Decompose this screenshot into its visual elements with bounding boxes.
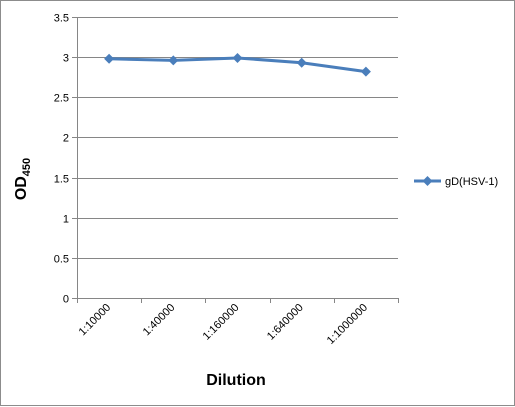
x-tick-label: 1:640000 <box>265 302 306 343</box>
x-tick-labels: 1:10000 1:40000 1:160000 1:640000 1:1000000 <box>77 302 370 347</box>
data-point-marker <box>168 55 179 66</box>
y-tick-label: 3.5 <box>54 13 69 25</box>
y-tick-labels: 0 0.5 1 1.5 2 2.5 3 3.5 <box>54 13 69 306</box>
y-tick-label: 1 <box>63 214 69 226</box>
y-tick-label: 2 <box>63 133 69 145</box>
y-tick-label: 3 <box>63 53 69 65</box>
legend-label: gD(HSV-1) <box>445 176 498 188</box>
x-tick-label: 1:160000 <box>201 302 242 343</box>
y-tick-label: 0 <box>63 294 69 306</box>
x-tick-label: 1:1000000 <box>325 302 370 347</box>
axes <box>72 17 399 303</box>
legend: gD(HSV-1) <box>414 176 498 188</box>
y-axis-title-subscript: 450 <box>21 158 33 176</box>
x-tick-label: 1:40000 <box>141 302 178 339</box>
y-axis-title: OD450 <box>13 158 33 200</box>
legend-marker <box>422 176 433 186</box>
x-tick-label: 1:10000 <box>77 302 114 339</box>
data-point-marker <box>360 66 371 77</box>
series-layer <box>104 52 371 77</box>
x-axis-title: Dilution <box>206 372 266 389</box>
y-tick-label: 0.5 <box>54 254 69 266</box>
data-point-marker <box>232 52 243 63</box>
y-tick-label: 1.5 <box>54 174 69 186</box>
data-point-marker <box>296 57 307 68</box>
y-axis-title-main: OD <box>13 176 30 200</box>
data-point-marker <box>104 53 115 64</box>
y-tick-label: 2.5 <box>54 93 69 105</box>
